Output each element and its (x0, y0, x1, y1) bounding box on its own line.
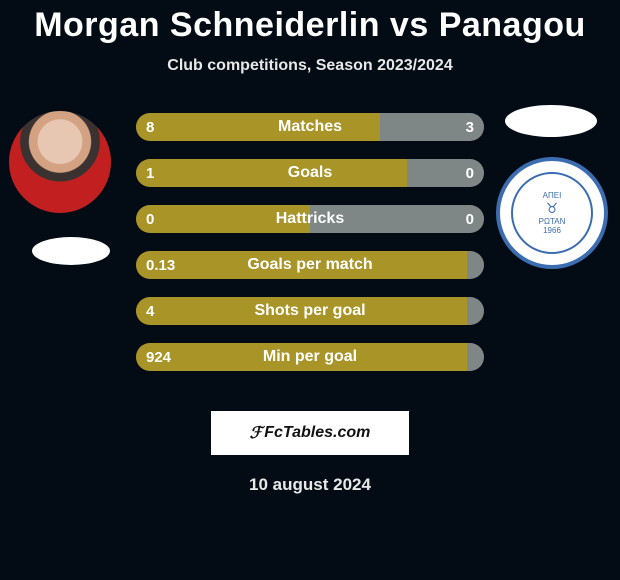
stat-value-left: 924 (146, 343, 171, 371)
stat-value-left: 0.13 (146, 251, 175, 279)
stat-label: Matches (136, 113, 484, 141)
crest-text-mid: ΡΩΤΑΝ (539, 217, 566, 226)
stat-row-goals: Goals1 0 (136, 159, 484, 187)
stat-value-left: 1 (146, 159, 154, 187)
stat-row-hattricks: Hattricks0 0 (136, 205, 484, 233)
page-title: Morgan Schneiderlin vs Panagou (0, 0, 620, 45)
stat-value-left: 8 (146, 113, 154, 141)
stat-label: Min per goal (136, 343, 484, 371)
stat-value-left: 0 (146, 205, 154, 233)
crest-text-top: ΑΠΕΙ (543, 191, 562, 200)
stat-label: Shots per goal (136, 297, 484, 325)
player-right-crest: ΑΠΕΙ ♉︎ ΡΩΤΑΝ 1966 (496, 157, 608, 269)
player-left-flag (32, 237, 110, 265)
crest-year: 1966 (543, 226, 561, 235)
brand-sig-icon: ℱ (250, 423, 263, 443)
player-left-avatar (9, 111, 111, 213)
player-right-flag (505, 105, 597, 137)
stat-row-matches: Matches8 3 (136, 113, 484, 141)
stat-value-left: 4 (146, 297, 154, 325)
crest-bull-icon: ♉︎ (546, 200, 559, 217)
stat-value-right: 0 (466, 159, 474, 187)
stat-label: Goals per match (136, 251, 484, 279)
date-label: 10 august 2024 (0, 475, 620, 495)
stat-row-shots-per-goal: Shots per goal4 (136, 297, 484, 325)
stat-row-goals-per-match: Goals per match0.13 (136, 251, 484, 279)
subtitle: Club competitions, Season 2023/2024 (0, 57, 620, 75)
stat-value-right: 0 (466, 205, 474, 233)
stat-label: Goals (136, 159, 484, 187)
stat-label: Hattricks (136, 205, 484, 233)
stat-value-right: 3 (466, 113, 474, 141)
stat-bars: Matches83Goals10Hattricks00Goals per mat… (136, 113, 484, 389)
stat-row-min-per-goal: Min per goal924 (136, 343, 484, 371)
brand-badge[interactable]: ℱ FcTables.com (211, 411, 409, 455)
brand-label: FcTables.com (264, 424, 370, 442)
comparison-stage: ΑΠΕΙ ♉︎ ΡΩΤΑΝ 1966 Matches83Goals10Hattr… (0, 105, 620, 385)
